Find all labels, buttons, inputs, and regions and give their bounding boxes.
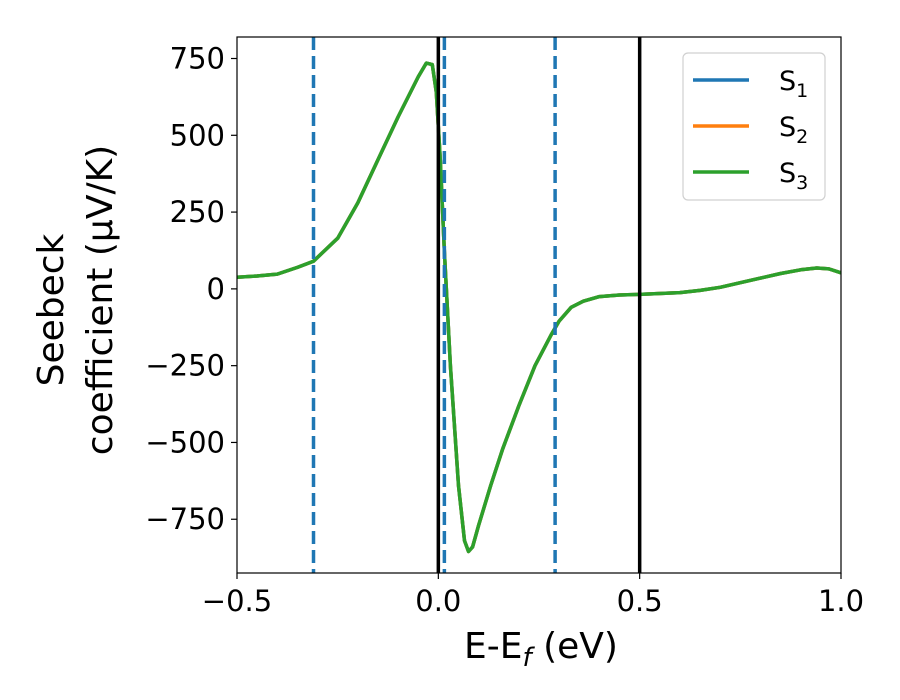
x-tick-label: −0.5 — [202, 584, 272, 618]
series-line-s3 — [237, 61, 841, 554]
plot-frame — [236, 36, 842, 574]
y-tick-label: 750 — [170, 42, 225, 76]
legend-label-s3: S3 — [779, 158, 808, 194]
y-axis: 750 500 250 0 −250 −500 −750 — [145, 42, 237, 536]
y-tick-label: −750 — [145, 502, 225, 536]
y-tick-label: −250 — [145, 349, 225, 383]
y-axis-label: Seebeck coefficient (μV/K) — [31, 145, 121, 455]
y-tick-label: 0 — [207, 272, 225, 306]
x-tick-label: 0.5 — [617, 584, 663, 618]
legend-box — [682, 52, 826, 201]
x-tick-label: 0.0 — [415, 584, 461, 618]
y-tick-label: 250 — [170, 195, 225, 229]
x-tick-label: 1.0 — [818, 584, 864, 618]
legend: S1 S2 S3 — [682, 52, 826, 201]
y-axis-label-line1: Seebeck — [31, 233, 72, 386]
y-tick-label: −500 — [145, 425, 225, 459]
legend-label-s2: S2 — [779, 112, 808, 148]
x-axis-label: E-Ef (eV) — [464, 626, 618, 673]
x-axis: −0.5 0.0 0.5 1.0 — [202, 573, 864, 618]
x-axis-label-main: E-E — [464, 626, 522, 667]
y-tick-label: 500 — [170, 118, 225, 152]
legend-label-s1: S1 — [779, 66, 808, 102]
y-axis-label-line2: coefficient (μV/K) — [80, 145, 121, 455]
plot-area — [237, 37, 841, 573]
x-axis-label-unit: (eV) — [532, 626, 618, 667]
